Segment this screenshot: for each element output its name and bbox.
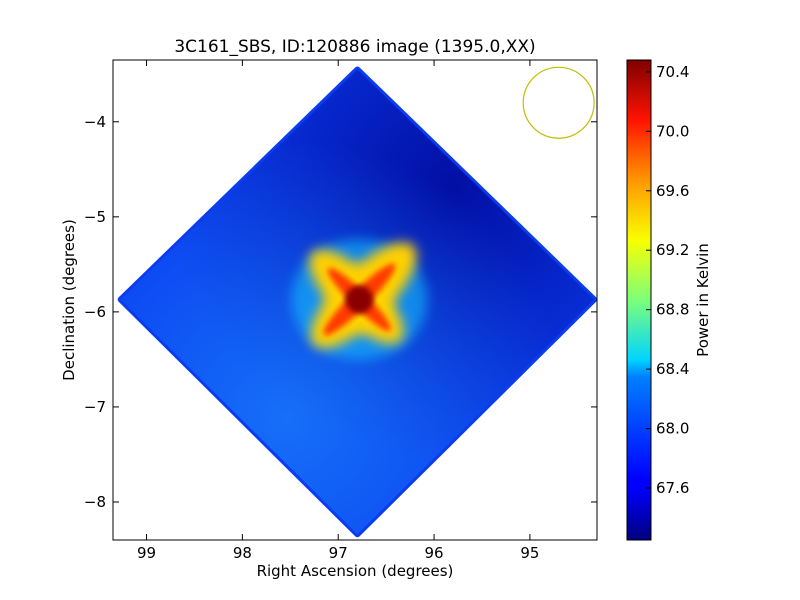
colorbar-tick-label: 68.4 — [656, 360, 689, 378]
colorbar-tick-label: 69.2 — [656, 241, 689, 259]
hotspot-peak — [345, 285, 374, 314]
heatmap-field — [117, 66, 597, 538]
x-tick-label: 97 — [329, 544, 348, 562]
colorbar-axis: 70.4 70.0 69.6 69.2 68.8 68.4 68.0 67.6 — [646, 63, 689, 497]
colorbar-tick-label: 69.6 — [656, 182, 689, 200]
plot-area-frame — [112, 59, 598, 541]
colorbar-tick-label: 70.0 — [656, 122, 689, 140]
colorbar-tick-label: 70.4 — [656, 63, 689, 81]
x-axis-label: Right Ascension (degrees) — [257, 562, 454, 580]
x-tick-label: 98 — [233, 544, 252, 562]
x-tick-label: 96 — [425, 544, 444, 562]
chart-title: 3C161_SBS, ID:120886 image (1395.0,XX) — [174, 37, 535, 57]
colorbar — [626, 59, 652, 541]
x-tick-label: 99 — [137, 544, 156, 562]
source-hotspot — [291, 239, 428, 360]
y-tick-label: −8 — [84, 493, 106, 511]
beam-marker — [522, 66, 595, 139]
y-tick-label: −5 — [84, 208, 106, 226]
colorbar-tick-label: 68.8 — [656, 301, 689, 319]
x-axis: 99 98 97 96 95 — [137, 60, 539, 562]
y-tick-label: −4 — [84, 113, 106, 131]
colorbar-tick-label: 68.0 — [656, 420, 689, 438]
colorbar-tick-label: 67.6 — [656, 479, 689, 497]
colorbar-label: Power in Kelvin — [694, 243, 712, 357]
x-tick-label: 95 — [520, 544, 539, 562]
y-tick-label: −6 — [84, 303, 106, 321]
y-axis-label: Declination (degrees) — [60, 219, 78, 381]
y-axis: −4 −5 −6 −7 −8 — [84, 113, 597, 511]
y-tick-label: −7 — [84, 398, 106, 416]
